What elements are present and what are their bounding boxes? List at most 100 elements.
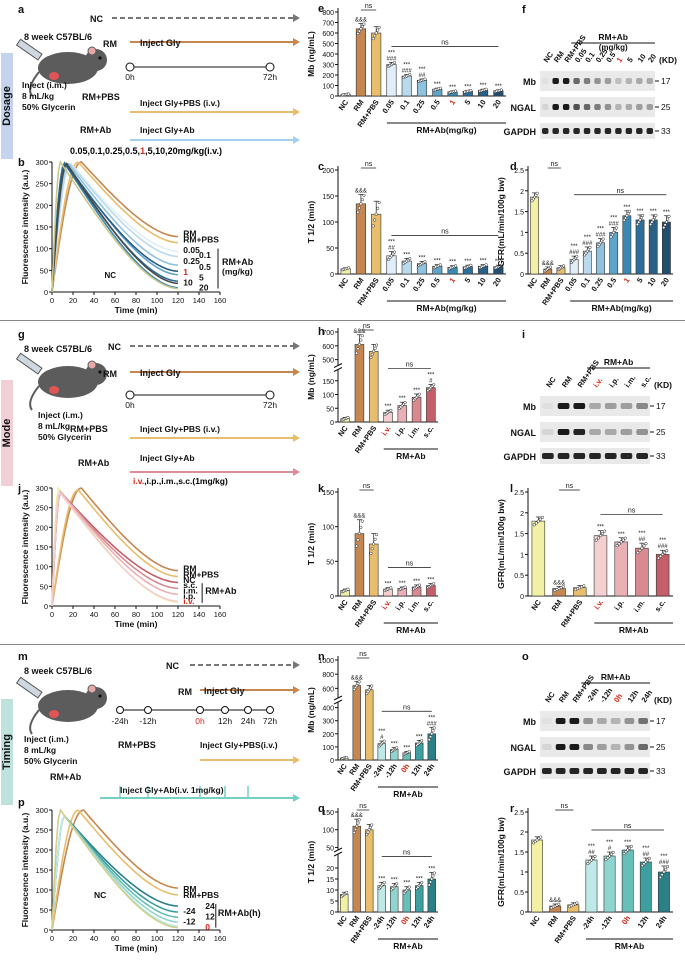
ns-label: ns [561,803,569,810]
data-point [355,544,359,548]
data-point [454,89,458,93]
x-tick-label: 10 [646,276,658,288]
data-point [589,858,593,862]
data-point [389,586,393,590]
ns-label: ns [363,323,371,330]
data-point [355,824,359,828]
data-point [659,554,663,558]
ns-label: ns [359,651,367,658]
data-point [430,877,434,881]
data-point [382,739,386,743]
bar [621,849,634,913]
x-tick-label: 12h [636,914,651,930]
lane-label: 5 [625,56,635,65]
blot-band [573,429,586,435]
axis-break [334,698,342,702]
significance-mark: ### [659,860,670,866]
kd-value: 17 [661,76,671,86]
data-point [534,521,538,525]
bar [368,543,379,597]
data-point [362,193,366,197]
data-point [420,881,424,885]
blot-band [562,128,570,134]
y-tick-label: 2 [520,189,524,196]
bar [386,64,397,97]
data-point [389,408,393,412]
significance-mark: *** [403,881,411,887]
ns-label: ns [441,229,449,236]
data-point [499,263,503,267]
significance-mark: *** [418,67,426,73]
x-tick-label: RM [351,276,365,291]
mouse-ear [87,360,97,370]
x-tick-label: s.c. [421,598,436,613]
time-tick: -24h [111,716,128,726]
y-axis-label: Mb (ng/mL) [306,354,316,400]
x-tick-label: 140 [193,610,206,619]
data-point [356,31,360,36]
y-tick-label: 600 [322,31,334,38]
data-point [374,212,378,216]
significance-mark: *** [464,84,472,90]
blot-band [604,128,612,134]
ab-text: Inject Gly+Ab [140,125,195,135]
y-tick-label: 100 [322,84,334,91]
blot-band [542,744,552,750]
x-tick-label: i.p. [393,424,407,438]
x-tick-label: 0h [620,914,633,927]
y-tick-label: 600 [322,344,334,351]
nc-label: NC [108,342,121,352]
blot-band [636,104,643,110]
significance-mark: *** [606,840,614,846]
x-tick-label: i.m. [632,598,647,614]
data-point [356,347,360,351]
x-axis-label: Time (min) [115,943,158,953]
kd-unit: (KD) [659,55,677,65]
injection-site [49,710,59,718]
significance-mark: &&& [355,188,367,194]
y-tick-label: 0 [330,94,334,101]
x-tick-label: 10 [476,276,488,288]
blot-band [597,768,607,774]
y-tick-label: 0 [520,272,524,279]
data-point [639,216,643,220]
blot-band [597,718,607,724]
significance-mark: *** [418,256,426,262]
blot-band [604,78,612,84]
x-tick-label: 5 [635,276,645,285]
x-tick-label: 160 [214,296,227,305]
blot-band [557,429,570,435]
data-point [432,871,436,875]
x-tick-label: 0 [50,610,54,619]
inject-info: 50% Glycerin [38,432,91,442]
x-tick-label: 0.5 [429,98,442,112]
data-point [601,531,605,535]
mouse-tail [29,385,40,411]
significance-mark: ## [588,850,595,856]
time-0h: 0h [125,400,135,410]
significance-mark: *** [637,209,645,215]
y-axis-label: T 1/2 (min) [306,523,316,566]
data-point [649,222,653,226]
x-tick-label: 20 [69,610,77,619]
blot-band [610,744,621,750]
lane-label: RM [560,374,574,389]
arrow-head [293,661,300,669]
data-point [654,213,658,217]
y-tick-label: 100 [322,525,334,532]
rmpbs-label: RM+PBS [70,424,108,434]
bar [401,75,412,97]
blot-band [542,104,549,110]
significance-mark: *** [650,209,658,215]
x-tick-label: 12h [409,762,424,778]
inject-gly-label: Inject Gly [204,686,245,696]
significance-mark: *** [624,840,632,846]
ns-label: ns [628,508,636,515]
blot-band [569,744,580,750]
axis-break [334,850,342,854]
y-tick-label: 150 [35,543,48,552]
timeline-node [266,706,274,714]
series-label: i.v. [183,596,194,606]
y-tick-label: 2.5 [514,810,524,817]
